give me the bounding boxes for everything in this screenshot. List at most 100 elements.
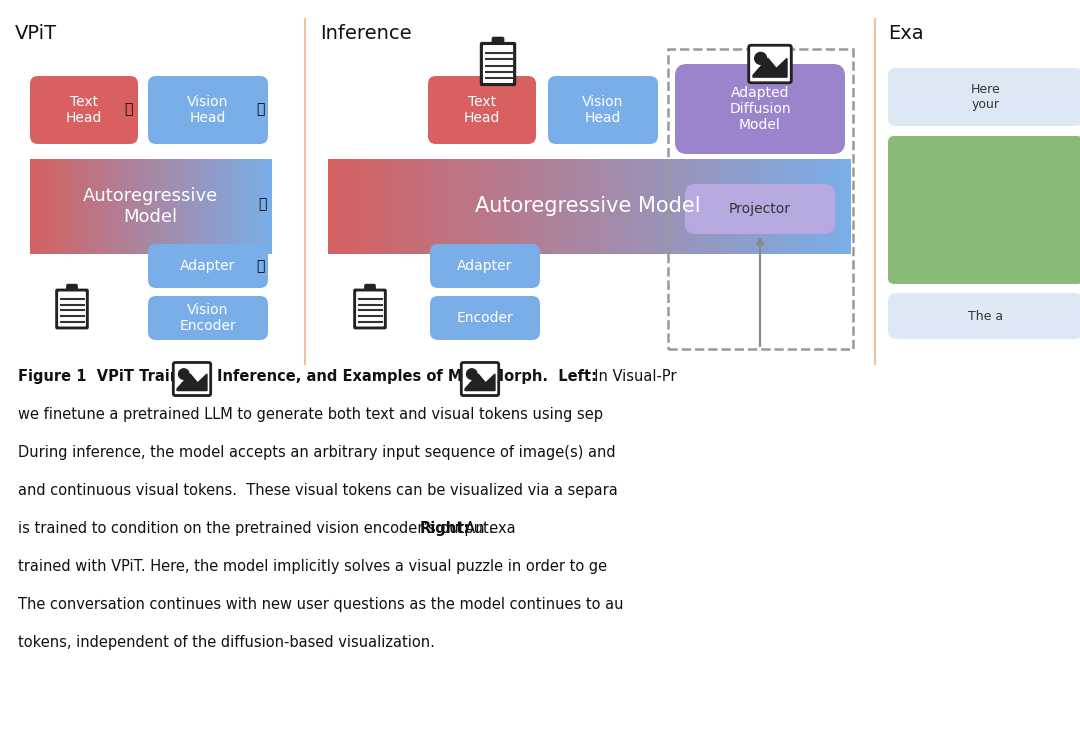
Bar xyxy=(95,159,97,254)
FancyBboxPatch shape xyxy=(55,289,89,330)
Bar xyxy=(467,159,470,254)
Bar xyxy=(697,159,700,254)
Bar xyxy=(91,159,92,254)
Bar xyxy=(152,159,153,254)
Bar xyxy=(761,159,765,254)
Bar xyxy=(147,159,149,254)
FancyBboxPatch shape xyxy=(888,68,1080,126)
Bar xyxy=(647,159,650,254)
Bar xyxy=(171,159,173,254)
Bar xyxy=(563,159,566,254)
Bar xyxy=(150,159,152,254)
Bar xyxy=(103,159,104,254)
Bar xyxy=(824,159,827,254)
Bar xyxy=(586,159,590,254)
Bar xyxy=(214,159,215,254)
Bar xyxy=(137,159,139,254)
Bar xyxy=(454,159,457,254)
Bar xyxy=(702,159,705,254)
Bar xyxy=(816,159,820,254)
Bar xyxy=(639,159,642,254)
FancyBboxPatch shape xyxy=(428,76,536,144)
Bar xyxy=(122,159,123,254)
Bar xyxy=(404,159,407,254)
Bar xyxy=(81,159,82,254)
Bar xyxy=(767,159,770,254)
Bar xyxy=(123,159,124,254)
Bar xyxy=(30,159,31,254)
Bar xyxy=(132,159,133,254)
Bar xyxy=(667,159,671,254)
Bar xyxy=(173,159,174,254)
Bar xyxy=(827,159,831,254)
Bar xyxy=(39,159,40,254)
FancyBboxPatch shape xyxy=(888,293,1080,339)
Bar xyxy=(200,159,202,254)
Bar xyxy=(788,159,791,254)
Bar xyxy=(662,159,665,254)
Bar xyxy=(399,159,402,254)
Bar xyxy=(577,159,579,254)
Bar xyxy=(730,159,733,254)
Bar xyxy=(396,159,399,254)
Bar xyxy=(31,159,32,254)
Text: Figure 1  VPiT Training, Inference, and Examples of MetaMorph.  Left:: Figure 1 VPiT Training, Inference, and E… xyxy=(18,369,597,384)
Bar xyxy=(338,159,341,254)
Bar xyxy=(349,159,352,254)
Bar xyxy=(712,159,715,254)
Bar xyxy=(189,159,191,254)
Bar xyxy=(540,159,543,254)
Bar xyxy=(699,159,702,254)
Bar xyxy=(222,159,225,254)
FancyBboxPatch shape xyxy=(430,244,540,288)
Bar xyxy=(51,159,52,254)
Bar xyxy=(835,159,838,254)
Bar xyxy=(542,159,545,254)
Bar xyxy=(754,159,757,254)
Bar xyxy=(43,159,45,254)
Bar xyxy=(86,159,89,254)
Bar xyxy=(239,159,241,254)
FancyBboxPatch shape xyxy=(461,362,499,396)
FancyBboxPatch shape xyxy=(148,76,268,144)
Bar xyxy=(229,159,231,254)
Bar xyxy=(561,159,564,254)
Polygon shape xyxy=(753,58,787,77)
Bar xyxy=(678,159,681,254)
Text: Adapted
Diffusion
Model: Adapted Diffusion Model xyxy=(729,86,791,132)
Text: The conversation continues with new user questions as the model continues to au: The conversation continues with new user… xyxy=(18,597,623,612)
Bar xyxy=(156,159,157,254)
Bar xyxy=(57,159,59,254)
Bar xyxy=(269,159,270,254)
Bar xyxy=(83,159,84,254)
FancyBboxPatch shape xyxy=(675,64,845,154)
Bar xyxy=(391,159,394,254)
Bar xyxy=(571,159,575,254)
Bar xyxy=(437,159,441,254)
Bar xyxy=(248,159,249,254)
Bar xyxy=(806,159,809,254)
Bar xyxy=(485,159,488,254)
Bar xyxy=(249,159,252,254)
Bar xyxy=(770,159,772,254)
Bar xyxy=(477,159,480,254)
Bar xyxy=(746,159,750,254)
Bar xyxy=(207,159,210,254)
Bar xyxy=(77,159,79,254)
Bar xyxy=(188,159,190,254)
Bar xyxy=(256,159,257,254)
Bar xyxy=(684,159,687,254)
Bar xyxy=(369,159,373,254)
Bar xyxy=(50,159,51,254)
Bar xyxy=(487,159,490,254)
Bar xyxy=(216,159,217,254)
Bar xyxy=(210,159,212,254)
Bar xyxy=(529,159,532,254)
Bar xyxy=(605,159,608,254)
FancyBboxPatch shape xyxy=(430,296,540,340)
Bar xyxy=(422,159,426,254)
Bar xyxy=(654,159,658,254)
Bar xyxy=(689,159,691,254)
Bar xyxy=(67,159,69,254)
Bar xyxy=(135,159,137,254)
